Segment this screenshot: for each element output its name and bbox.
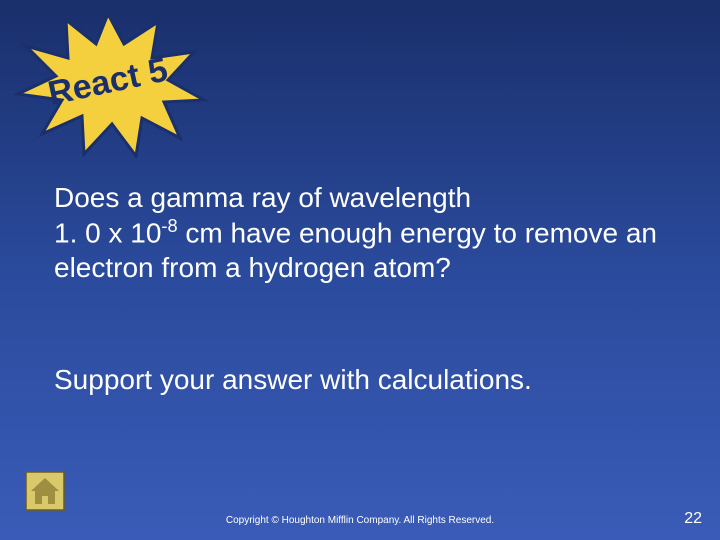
question-line1: Does a gamma ray of wavelength (54, 182, 471, 213)
page-number: 22 (684, 510, 702, 528)
question-value: 1. 0 x 10 (54, 217, 161, 248)
category-burst: React 5 (8, 8, 208, 158)
support-text: Support your answer with calculations. (54, 362, 666, 397)
copyright-text: Copyright © Houghton Mifflin Company. Al… (0, 515, 720, 526)
question-text: Does a gamma ray of wavelength 1. 0 x 10… (54, 180, 666, 285)
slide: React 5 Does a gamma ray of wavelength 1… (0, 0, 720, 540)
home-icon (24, 470, 66, 512)
question-exponent: -8 (161, 216, 177, 236)
home-button[interactable] (24, 470, 66, 512)
